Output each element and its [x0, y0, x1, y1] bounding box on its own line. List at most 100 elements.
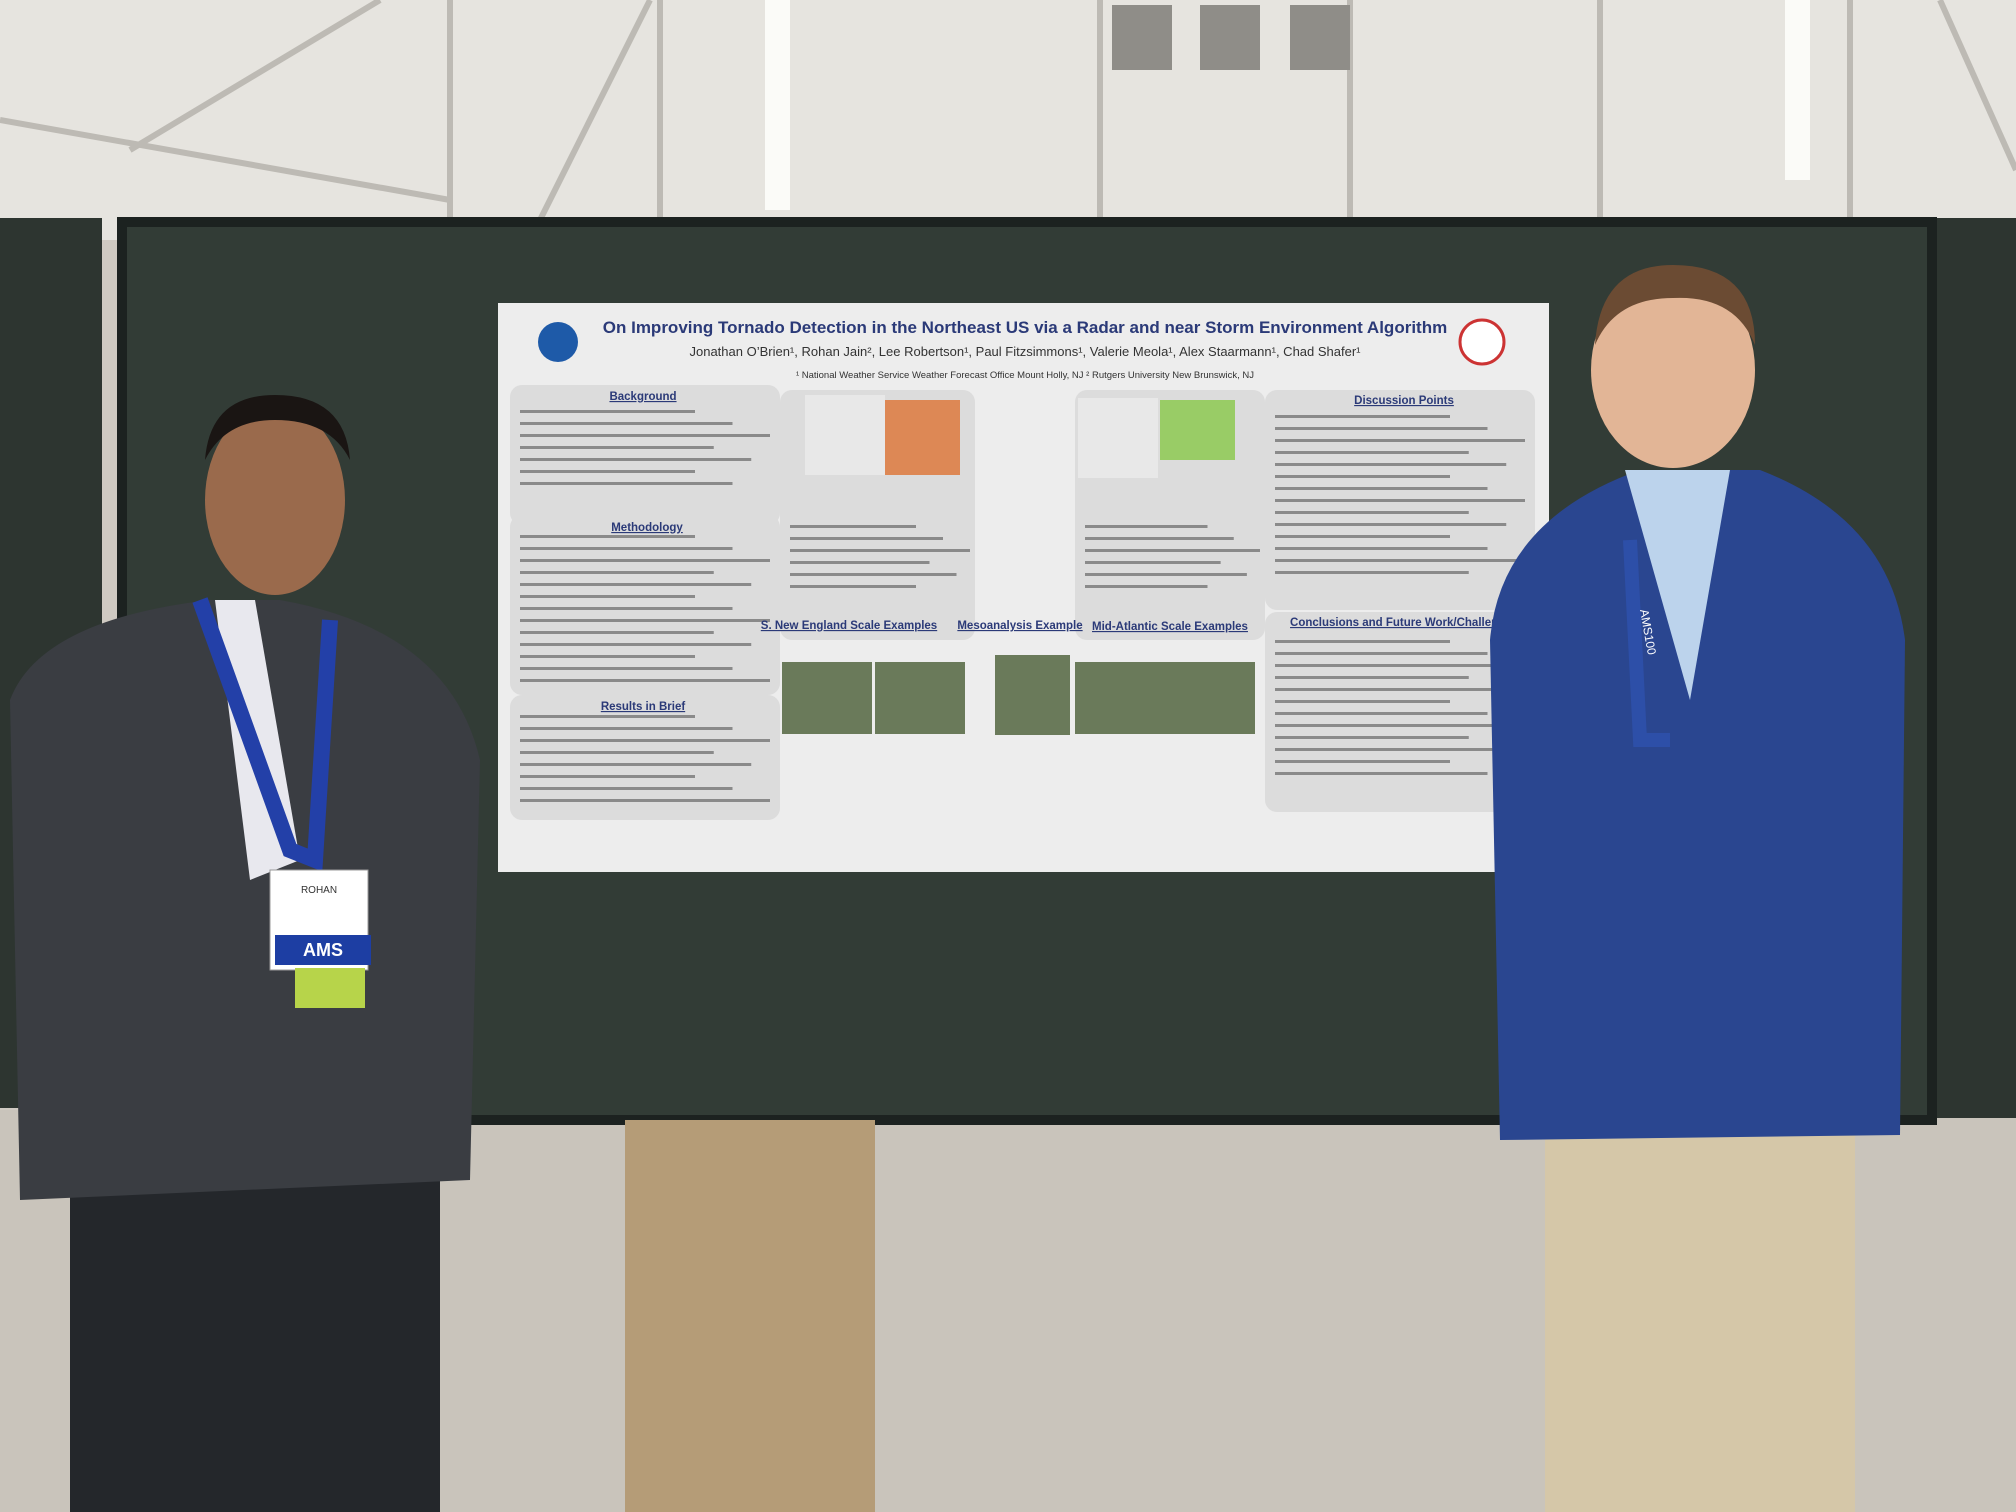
text-line — [520, 751, 714, 754]
text-line — [1275, 772, 1488, 775]
text-line — [1085, 525, 1208, 528]
text-line — [520, 775, 695, 778]
text-line — [1275, 415, 1450, 418]
noaa-logo — [538, 322, 578, 362]
text-line — [790, 549, 970, 552]
section-heading: Methodology — [611, 522, 683, 534]
text-line — [520, 595, 695, 598]
text-line — [520, 446, 714, 449]
text-line — [520, 619, 770, 622]
text-line — [1275, 688, 1507, 691]
text-line — [1275, 712, 1488, 715]
text-line — [1085, 549, 1260, 552]
radar-image — [875, 662, 965, 734]
poster-figure — [885, 400, 960, 475]
text-line — [520, 679, 770, 682]
poster-figure — [805, 395, 885, 475]
text-line — [790, 585, 916, 588]
text-line — [520, 727, 733, 730]
side-board — [1930, 218, 2016, 1118]
text-line — [1275, 676, 1469, 679]
text-line — [1275, 724, 1525, 727]
text-line — [1275, 748, 1507, 751]
text-line — [790, 537, 943, 540]
person-left: ROHAN AMS — [10, 395, 480, 1512]
text-line — [1275, 523, 1507, 526]
text-line — [1275, 427, 1488, 430]
ceiling-beams — [0, 0, 2016, 230]
text-line — [1085, 537, 1234, 540]
text-line — [520, 458, 752, 461]
text-line — [520, 799, 770, 802]
text-line — [520, 571, 714, 574]
text-line — [520, 607, 733, 610]
text-line — [1085, 585, 1208, 588]
text-line — [1275, 439, 1525, 442]
text-line — [1275, 499, 1525, 502]
poster-panel — [510, 385, 780, 525]
text-line — [1275, 535, 1450, 538]
text-line — [520, 583, 752, 586]
text-line — [1275, 664, 1525, 667]
text-line — [1275, 640, 1450, 643]
poster-authors: Jonathan O’Brien¹, Rohan Jain², Lee Robe… — [689, 344, 1361, 359]
text-line — [1275, 511, 1469, 514]
text-line — [1275, 463, 1507, 466]
poster-figure — [1078, 398, 1158, 478]
nws-logo — [1458, 318, 1506, 366]
text-line — [1275, 559, 1525, 562]
vents — [1112, 5, 1350, 70]
text-line — [1275, 736, 1469, 739]
section-heading: Discussion Points — [1354, 395, 1454, 407]
radar-image — [1165, 662, 1255, 734]
person-right: AMS100 — [1490, 265, 1905, 1512]
text-line — [790, 525, 916, 528]
text-line — [520, 434, 770, 437]
section-heading: Mid-Atlantic Scale Examples — [1092, 621, 1248, 633]
text-line — [520, 535, 695, 538]
ceiling — [0, 0, 2016, 240]
badge-org: AMS — [303, 940, 343, 960]
text-line — [1275, 547, 1488, 550]
text-line — [790, 561, 930, 564]
text-line — [1275, 700, 1450, 703]
section-heading: S. New England Scale Examples — [761, 620, 937, 632]
text-line — [1275, 487, 1488, 490]
text-line — [1275, 451, 1469, 454]
text-line — [520, 470, 695, 473]
text-line — [520, 667, 733, 670]
radar-image — [1075, 662, 1165, 734]
text-line — [1275, 760, 1450, 763]
light — [765, 0, 790, 210]
text-line — [1085, 573, 1247, 576]
badge-name: ROHAN — [301, 885, 337, 896]
text-line — [520, 547, 733, 550]
section-heading: Conclusions and Future Work/Challenges — [1290, 617, 1518, 629]
light — [1785, 0, 1810, 180]
section-heading: Mesoanalysis Example — [957, 620, 1082, 632]
text-line — [790, 573, 957, 576]
text-line — [520, 422, 733, 425]
text-line — [1085, 561, 1221, 564]
text-line — [1275, 652, 1488, 655]
text-line — [520, 410, 695, 413]
text-line — [520, 655, 695, 658]
section-heading: Background — [609, 391, 676, 403]
text-line — [1275, 475, 1450, 478]
text-line — [520, 643, 752, 646]
radar-image — [995, 655, 1070, 735]
section-heading: Results in Brief — [601, 701, 686, 713]
text-line — [520, 559, 770, 562]
text-line — [520, 739, 770, 742]
poster-title: On Improving Tornado Detection in the No… — [603, 318, 1447, 337]
poster-figure — [1160, 400, 1235, 460]
text-line — [520, 715, 695, 718]
poster-affiliations: ¹ National Weather Service Weather Forec… — [796, 370, 1254, 381]
text-line — [520, 631, 714, 634]
person-middle — [625, 1120, 875, 1512]
text-line — [1275, 571, 1469, 574]
radar-image — [782, 662, 872, 734]
text-line — [520, 763, 752, 766]
text-line — [520, 482, 733, 485]
